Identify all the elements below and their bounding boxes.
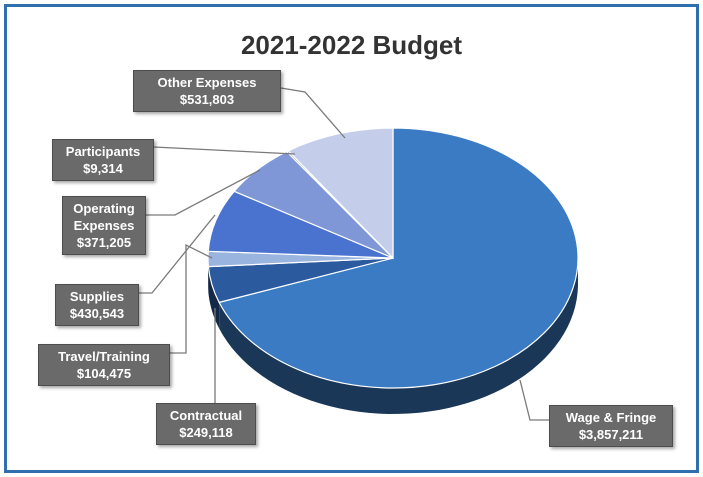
label-travel-training-name: Travel/Training: [58, 349, 150, 364]
leader-other-expenses: [280, 87, 346, 139]
label-wage-fringe: Wage & Fringe $3,857,211: [549, 405, 673, 447]
label-other-expenses-value: $531,803: [179, 92, 235, 107]
leader-travel-training: [170, 243, 213, 354]
label-travel-training-value: $104,475: [76, 366, 132, 381]
label-operating-value: $371,205: [76, 235, 132, 250]
label-operating-expenses: Operating Expenses $371,205: [62, 196, 146, 255]
leader-operating-expenses: [146, 169, 261, 216]
label-contractual: Contractual $249,118: [156, 403, 256, 445]
leader-wage-fringe: [519, 379, 549, 421]
label-operating-line2: Expenses: [73, 218, 135, 233]
pie-slice-6: [287, 127, 394, 260]
pie-side-0: [219, 259, 578, 414]
label-operating-line1: Operating: [73, 201, 135, 216]
chart-title: 2021-2022 Budget: [240, 30, 463, 60]
label-participants-name: Participants: [65, 144, 141, 159]
label-travel-training: Travel/Training $104,475: [38, 344, 170, 386]
label-contractual-value: $249,118: [179, 425, 233, 440]
label-supplies-name: Supplies: [69, 289, 125, 304]
pie-slice-0: [218, 127, 579, 389]
label-other-expenses: Other Expenses $531,803: [133, 70, 281, 112]
label-participants: Participants $9,314: [52, 139, 154, 181]
label-supplies-value: $430,543: [69, 306, 125, 321]
label-supplies: Supplies $430,543: [55, 284, 139, 326]
label-wage-fringe-name: Wage & Fringe: [565, 410, 657, 425]
label-other-expenses-name: Other Expenses: [157, 75, 257, 90]
label-participants-value: $9,314: [83, 161, 123, 176]
label-contractual-name: Contractual: [169, 408, 243, 423]
label-wage-fringe-value: $3,857,211: [578, 427, 644, 442]
leader-supplies: [139, 214, 216, 294]
leader-participants: [153, 146, 296, 155]
pie-slices: [207, 127, 579, 389]
